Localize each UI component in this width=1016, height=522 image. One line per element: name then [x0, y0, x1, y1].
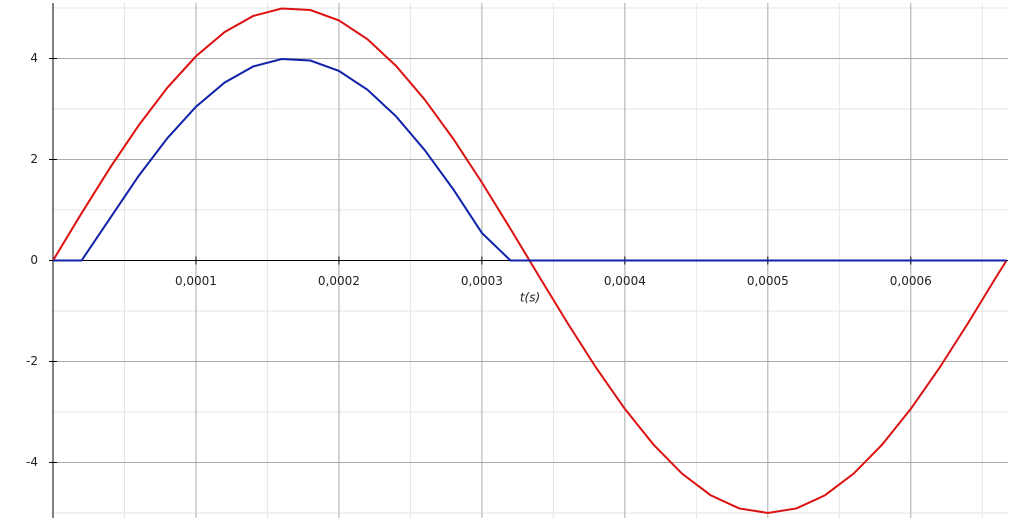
y-tick-label: -4	[26, 455, 38, 469]
x-tick-label: 0,0003	[461, 274, 503, 288]
y-tick-label: 0	[30, 253, 38, 267]
x-tick-label: 0,0006	[890, 274, 932, 288]
y-tick-label: 2	[30, 152, 38, 166]
x-tick-label: 0,0005	[747, 274, 789, 288]
x-tick-label: 0,0004	[604, 274, 646, 288]
x-tick-label: 0,0001	[175, 274, 217, 288]
y-tick-label: 4	[30, 51, 38, 65]
x-tick-label: 0,0002	[318, 274, 360, 288]
series-line	[53, 58, 1007, 262]
x-axis-label: t(s)	[520, 291, 540, 305]
y-tick-label: -2	[26, 354, 38, 368]
series-line	[52, 7, 1008, 514]
